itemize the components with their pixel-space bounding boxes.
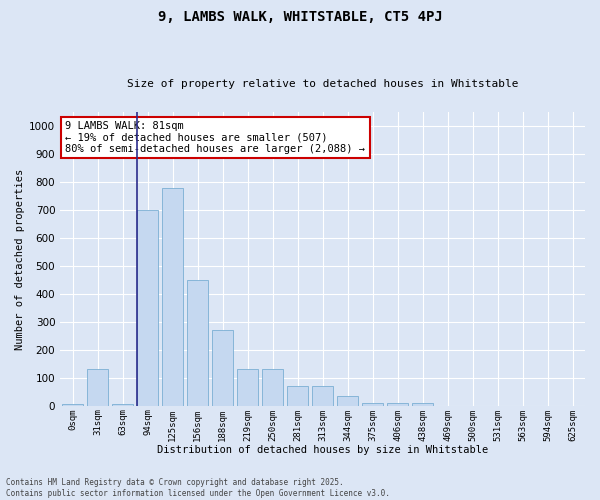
- Bar: [137, 210, 158, 406]
- Bar: [162, 188, 183, 406]
- Bar: [387, 403, 408, 406]
- X-axis label: Distribution of detached houses by size in Whitstable: Distribution of detached houses by size …: [157, 445, 488, 455]
- Text: 9, LAMBS WALK, WHITSTABLE, CT5 4PJ: 9, LAMBS WALK, WHITSTABLE, CT5 4PJ: [158, 10, 442, 24]
- Bar: [237, 370, 258, 406]
- Bar: [112, 404, 133, 406]
- Bar: [262, 370, 283, 406]
- Text: Contains HM Land Registry data © Crown copyright and database right 2025.
Contai: Contains HM Land Registry data © Crown c…: [6, 478, 390, 498]
- Bar: [362, 403, 383, 406]
- Text: 9 LAMBS WALK: 81sqm
← 19% of detached houses are smaller (507)
80% of semi-detac: 9 LAMBS WALK: 81sqm ← 19% of detached ho…: [65, 121, 365, 154]
- Bar: [312, 386, 333, 406]
- Title: Size of property relative to detached houses in Whitstable: Size of property relative to detached ho…: [127, 79, 518, 89]
- Bar: [87, 370, 108, 406]
- Bar: [212, 330, 233, 406]
- Bar: [287, 386, 308, 406]
- Bar: [62, 404, 83, 406]
- Bar: [412, 403, 433, 406]
- Bar: [337, 396, 358, 406]
- Y-axis label: Number of detached properties: Number of detached properties: [15, 168, 25, 350]
- Bar: [187, 280, 208, 406]
